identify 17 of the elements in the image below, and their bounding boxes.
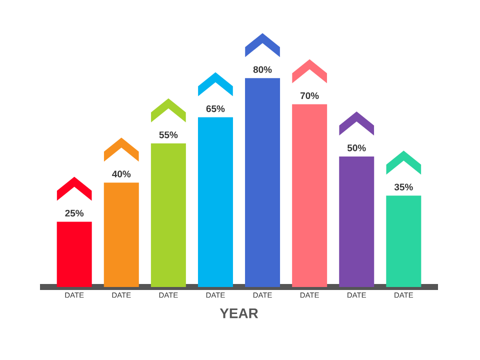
bar bbox=[245, 78, 280, 287]
data-label: 80% bbox=[253, 66, 272, 73]
data-label: 70% bbox=[300, 92, 319, 100]
data-label: 40% bbox=[112, 170, 131, 178]
x-axis-title: YEAR bbox=[220, 308, 258, 318]
data-label: 25% bbox=[65, 210, 84, 217]
data-label: 65% bbox=[206, 105, 225, 112]
bar bbox=[104, 182, 139, 287]
data-label: 55% bbox=[159, 132, 178, 138]
bar bbox=[56, 222, 92, 287]
data-label: 35% bbox=[394, 184, 413, 190]
bar bbox=[339, 156, 374, 287]
bar bbox=[198, 117, 233, 287]
bar bbox=[292, 104, 328, 287]
bar bbox=[386, 196, 422, 287]
bar bbox=[150, 143, 186, 287]
data-label: 50% bbox=[347, 144, 366, 152]
